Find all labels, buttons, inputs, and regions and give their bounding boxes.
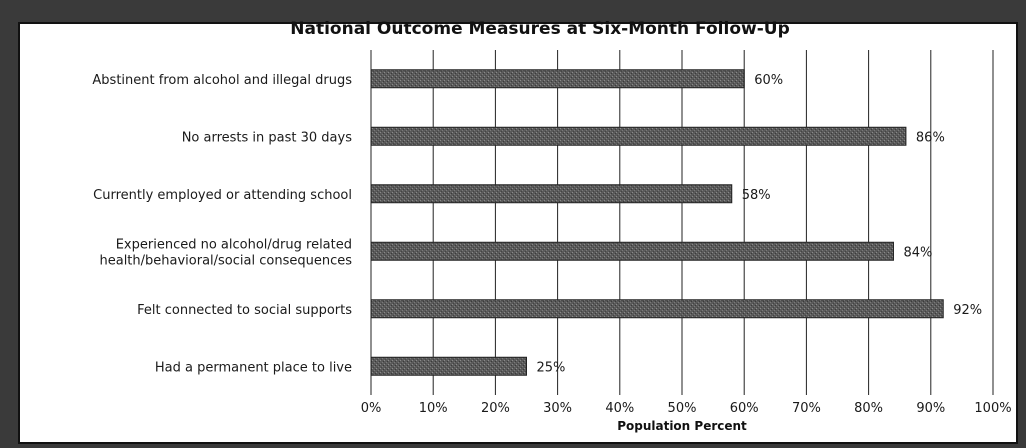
bar	[370, 241, 894, 261]
bar	[370, 299, 944, 319]
x-tick-labels: 0% 10% 20% 30% 40% 50% 60% 70% 80% 90% 100%	[361, 401, 1012, 416]
x-tick-label: 30%	[543, 401, 572, 416]
x-tick-label: 10%	[419, 401, 448, 416]
category-label: Felt connected to social supports	[137, 303, 352, 318]
category-label: Had a permanent place to live	[155, 360, 352, 375]
x-tick-label: 60%	[730, 401, 759, 416]
data-label: 25%	[537, 360, 566, 375]
bars: 60% 86% 58% 84% 92% 25%	[370, 69, 982, 376]
category-label: No arrests in past 30 days	[182, 130, 353, 145]
data-label: 86%	[916, 130, 945, 145]
category-labels: Abstinent from alcohol and illegal drugs…	[92, 73, 352, 376]
x-tick-label: 100%	[974, 401, 1011, 416]
x-tick-label: 20%	[481, 401, 510, 416]
category-label: Abstinent from alcohol and illegal drugs	[92, 73, 352, 88]
x-tick-label: 70%	[792, 401, 821, 416]
x-tick-label: 90%	[916, 401, 945, 416]
bar	[370, 69, 745, 89]
category-label: Currently employed or attending school	[93, 188, 352, 203]
bar	[370, 356, 527, 376]
data-label: 58%	[742, 188, 771, 203]
data-label: 84%	[903, 245, 932, 260]
gridlines	[370, 50, 994, 395]
category-label: health/behavioral/social consequences	[99, 253, 352, 268]
bar	[370, 126, 907, 146]
bar	[370, 184, 733, 204]
x-tick-label: 80%	[854, 401, 883, 416]
x-tick-label: 40%	[605, 401, 634, 416]
data-label: 60%	[754, 73, 783, 88]
chart-title: National Outcome Measures at Six-Month F…	[290, 19, 789, 39]
category-label: Experienced no alcohol/drug related	[116, 237, 352, 252]
x-tick-label: 0%	[361, 401, 382, 416]
x-axis-label: Population Percent	[617, 419, 747, 433]
data-label: 92%	[953, 303, 982, 318]
x-tick-label: 50%	[668, 401, 697, 416]
